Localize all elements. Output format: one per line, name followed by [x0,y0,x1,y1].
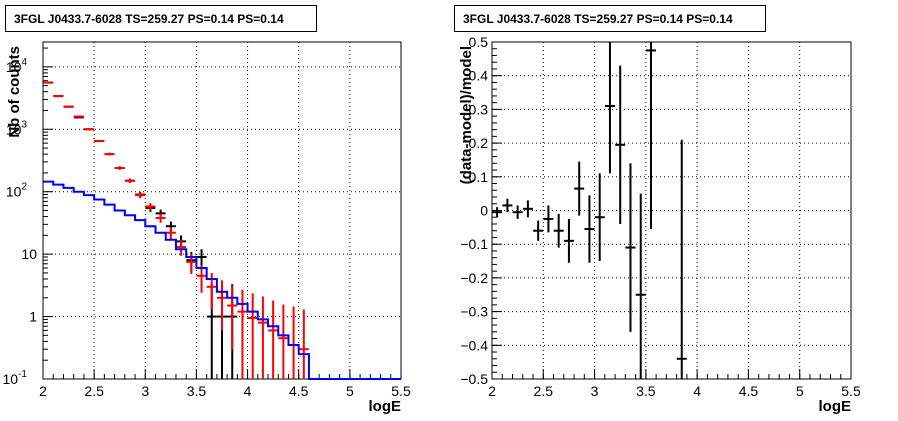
data-point [553,213,564,248]
model-histogram-line [43,180,401,380]
data-point [145,203,156,211]
data-point [645,42,656,230]
data-point [635,193,646,379]
data-point [247,293,258,379]
x-tick-label: 4 [244,383,252,399]
data-point [94,139,105,143]
y-tick-label: 102 [6,182,28,200]
y-tick-label: 0.5 [469,34,489,50]
data-point [155,213,166,223]
data-point [104,152,115,156]
x-axis-label: logE [819,398,852,415]
data-point [676,139,687,379]
data-point [594,173,605,262]
data-point [604,42,615,174]
data-point [196,265,207,293]
x-tick-label: 4 [693,383,701,399]
data-point [288,306,299,379]
y-tick-label: 0.4 [469,68,489,84]
data-point [53,95,64,98]
y-tick-label: −0.1 [460,236,488,252]
data-point [563,218,574,263]
y-tick-label: 10 [21,246,37,262]
data-point [84,128,95,131]
data-point [268,300,279,379]
data-point [227,285,238,350]
x-tick-label: 5 [346,383,354,399]
x-tick-label: 2.5 [84,383,104,399]
data-point [73,115,84,118]
x-tick-label: 2 [488,383,496,399]
data-point [135,192,146,199]
x-tick-label: 4.5 [739,383,759,399]
data-point [584,195,595,263]
x-tick-label: 3 [591,383,599,399]
y-axis-label: (data-model)/model [458,46,475,184]
y-axis-label: Nb of counts [6,46,23,138]
data-point [63,105,74,108]
data-point [217,280,227,331]
y-tick-label: 0.1 [469,169,489,185]
data-point [196,249,207,268]
y-tick-label: −0.4 [460,337,488,353]
x-tick-label: 2.5 [534,383,554,399]
y-tick-label: 1 [29,309,37,325]
y-tick-label: 0 [480,203,488,219]
x-axis-label: logE [369,398,402,415]
right-chart-title: 3FGL J0433.7-6028 TS=259.27 PS=0.14 PS=0… [454,5,766,32]
y-tick-label: 0.3 [469,101,489,117]
data-point [615,65,626,224]
data-point [176,240,187,256]
data-point [298,309,309,379]
data-point [625,163,636,332]
data-point [257,296,268,379]
y-tick-label: 0.2 [469,135,489,151]
data-point [124,178,135,183]
y-tick-label: −0.2 [460,270,488,286]
plot-frame [491,41,852,380]
y-tick-label: −0.3 [460,304,488,320]
data-point [114,166,125,170]
data-point [574,161,585,216]
x-tick-label: 3.5 [636,383,656,399]
x-tick-label: 5.5 [841,383,861,399]
data-point [502,198,513,213]
data-point [278,304,289,379]
data-point [492,207,503,218]
x-tick-label: 5 [796,383,804,399]
data-point [165,227,176,240]
data-point [543,205,554,233]
x-tick-label: 3 [141,383,149,399]
data-point [522,200,533,218]
x-tick-label: 2 [39,383,47,399]
x-tick-label: 4.5 [289,383,309,399]
data-point [43,81,54,84]
x-tick-label: 5.5 [391,383,411,399]
data-point [533,220,544,241]
y-tick-label: 10-1 [3,369,28,387]
x-tick-label: 3.5 [187,383,207,399]
data-point [512,205,523,219]
left-chart-title: 3FGL J0433.7-6028 TS=259.27 PS=0.14 PS=0… [5,5,317,32]
y-tick-label: −0.5 [460,371,488,387]
